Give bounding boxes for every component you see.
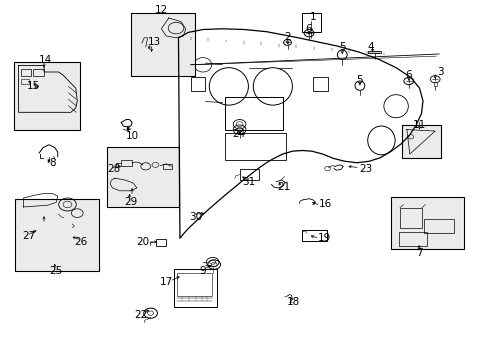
Bar — [163, 164, 172, 169]
Text: 8: 8 — [49, 158, 56, 168]
Bar — [424, 219, 453, 233]
Text: 3: 3 — [436, 67, 443, 77]
Bar — [399, 208, 421, 228]
Bar — [239, 169, 259, 180]
Text: 23: 23 — [359, 164, 372, 174]
Text: 24: 24 — [231, 129, 245, 139]
Text: 5: 5 — [338, 42, 345, 52]
Text: 25: 25 — [49, 266, 63, 276]
Bar — [367, 51, 381, 53]
Text: 27: 27 — [22, 231, 36, 241]
Text: 1: 1 — [309, 12, 316, 22]
Bar — [121, 160, 132, 166]
Text: 22: 22 — [134, 310, 147, 320]
Bar — [155, 239, 166, 246]
Text: 14: 14 — [39, 55, 52, 66]
Bar — [20, 69, 31, 76]
Bar — [390, 197, 463, 249]
Bar — [131, 13, 194, 76]
Text: 12: 12 — [154, 5, 168, 15]
Bar — [177, 273, 212, 296]
Text: 16: 16 — [318, 199, 331, 210]
Bar — [20, 79, 29, 84]
Text: 15: 15 — [26, 81, 40, 91]
Text: 26: 26 — [74, 237, 87, 247]
Bar — [312, 77, 327, 91]
Text: 6: 6 — [405, 70, 411, 80]
Text: 7: 7 — [415, 248, 422, 258]
Text: 5: 5 — [356, 75, 363, 85]
Text: 29: 29 — [124, 197, 138, 207]
Text: 18: 18 — [286, 297, 300, 307]
Bar — [224, 97, 282, 130]
Bar — [33, 69, 44, 76]
Text: 20: 20 — [136, 237, 149, 247]
Text: 30: 30 — [189, 212, 202, 222]
Text: 31: 31 — [241, 177, 255, 187]
Bar — [14, 62, 80, 130]
Text: 2: 2 — [284, 32, 290, 42]
Bar — [401, 125, 440, 158]
Text: 9: 9 — [199, 266, 206, 276]
Bar — [224, 133, 285, 160]
Text: 4: 4 — [366, 42, 373, 52]
Bar — [173, 269, 216, 307]
Bar — [302, 230, 326, 241]
Text: 13: 13 — [147, 37, 161, 48]
Text: 10: 10 — [125, 131, 138, 141]
Bar — [190, 77, 205, 91]
Text: 28: 28 — [106, 164, 120, 174]
Bar — [15, 199, 99, 271]
Text: 6: 6 — [305, 24, 312, 34]
Text: 21: 21 — [276, 182, 290, 192]
Bar — [106, 147, 179, 207]
Text: 19: 19 — [317, 233, 330, 243]
Bar — [398, 232, 426, 246]
Text: 17: 17 — [159, 276, 173, 287]
Bar — [302, 13, 320, 32]
Text: 11: 11 — [412, 120, 426, 130]
